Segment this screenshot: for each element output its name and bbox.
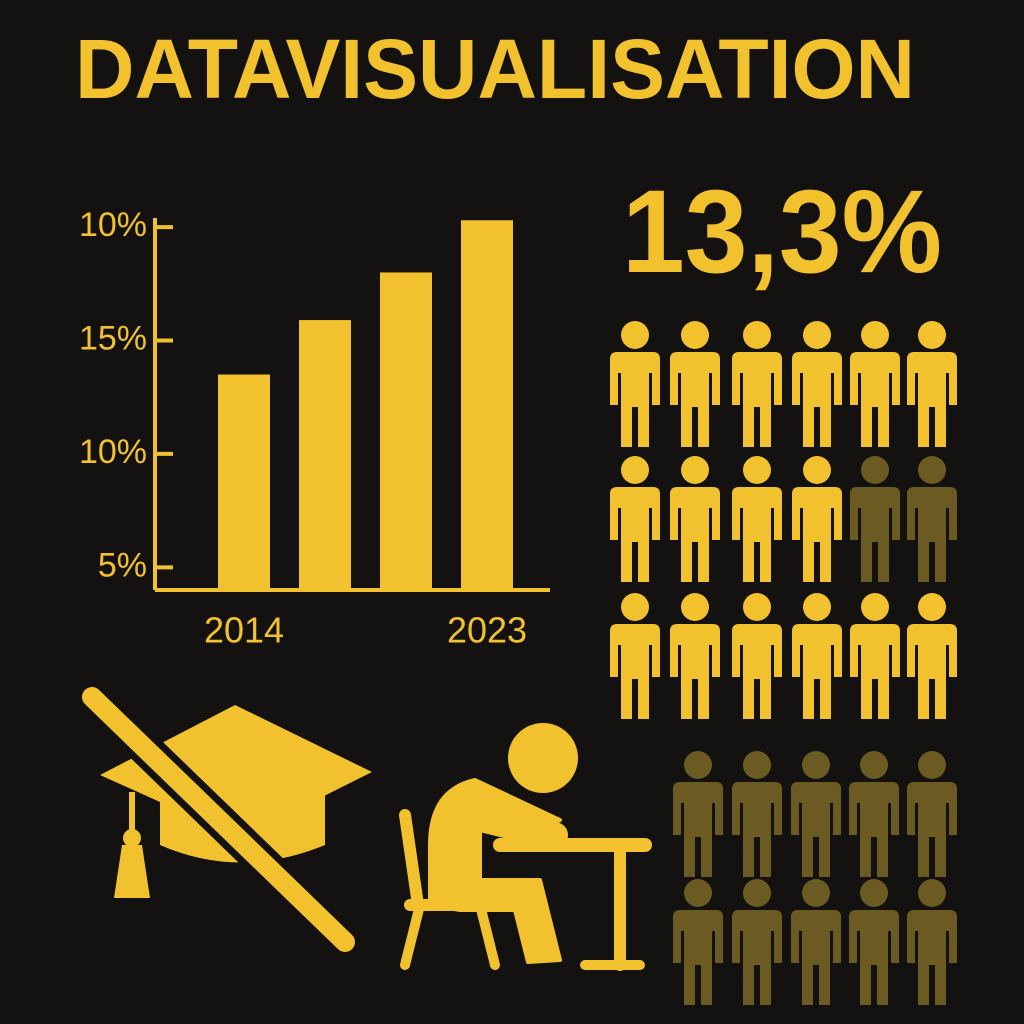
y-tick-label: 15% <box>79 319 147 357</box>
headline-stat: 13,3% <box>622 166 942 298</box>
bar <box>299 320 351 590</box>
bar <box>380 272 432 590</box>
title: DATAVISUALISATION <box>75 22 915 116</box>
y-tick-label: 10% <box>79 433 147 471</box>
bar-chart: 5% 10% 15% 10% 2014 2023 <box>79 206 550 651</box>
x-tick-label: 2023 <box>447 610 527 651</box>
y-tick-label: 10% <box>79 206 147 244</box>
student-at-desk <box>399 723 652 971</box>
x-tick-label: 2014 <box>204 610 284 651</box>
bar <box>218 374 270 590</box>
bar <box>461 220 513 590</box>
y-tick-label: 5% <box>98 546 147 584</box>
graduation-cap-crossed <box>75 680 372 959</box>
